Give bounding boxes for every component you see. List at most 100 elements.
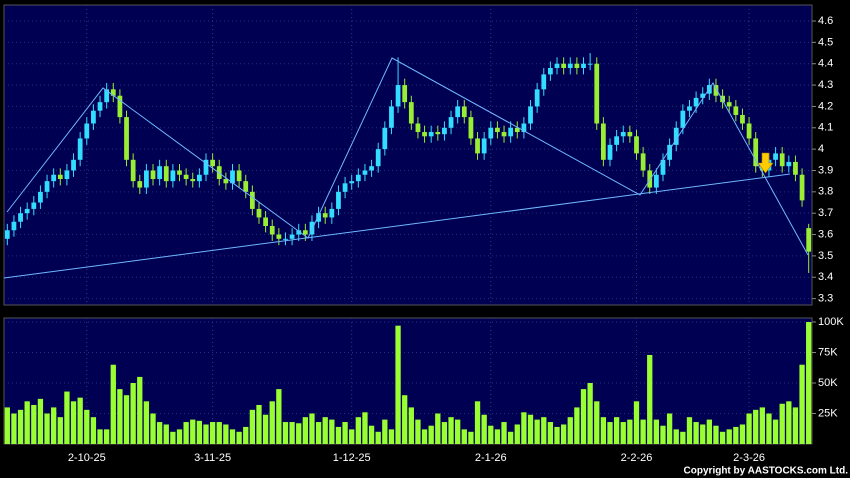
candle-body xyxy=(157,166,163,180)
candle-body xyxy=(541,74,547,90)
volume-bar xyxy=(700,424,706,444)
volume-bar xyxy=(355,417,361,444)
candle-body xyxy=(382,127,388,150)
candle-body xyxy=(740,114,745,124)
candle-body xyxy=(680,110,686,128)
candle-body xyxy=(581,63,586,68)
volume-bar xyxy=(236,431,242,444)
volume-bar xyxy=(296,423,302,444)
candle-body xyxy=(223,179,229,184)
candle-body xyxy=(389,106,394,128)
y-tick-label: 3.5 xyxy=(818,250,833,262)
candle-body xyxy=(567,63,573,68)
marks xyxy=(4,53,812,444)
volume-bar xyxy=(216,422,222,444)
candle-body xyxy=(395,85,401,107)
x-tick-label: 2-3-26 xyxy=(733,452,765,464)
support-line xyxy=(3,173,791,279)
candle-body xyxy=(806,228,812,252)
candle-body xyxy=(84,123,90,139)
candle-body xyxy=(196,174,202,182)
candle-body xyxy=(249,191,255,209)
candle-body xyxy=(57,174,63,180)
volume-bar xyxy=(123,395,130,444)
volume-bar xyxy=(90,417,97,444)
volume-bar xyxy=(435,413,441,444)
copyright: Copyright by AASTOCKS.com Ltd. xyxy=(684,466,849,477)
candle-body xyxy=(528,106,533,124)
candle-body xyxy=(24,208,30,214)
volume-bar xyxy=(170,431,176,444)
candle-body xyxy=(302,230,308,235)
candle-body xyxy=(422,132,427,137)
volume-bar xyxy=(541,417,547,444)
candle-body xyxy=(77,138,83,160)
candle-body xyxy=(667,144,672,160)
candle-body xyxy=(461,106,467,118)
volume-bar xyxy=(461,429,467,444)
volume-bar xyxy=(494,429,501,444)
volume-bar xyxy=(772,419,779,444)
x-tick-label: 1-12-25 xyxy=(333,452,371,464)
candle-body xyxy=(51,174,57,182)
candle-body xyxy=(435,132,441,135)
candle-body xyxy=(488,127,494,139)
volume-bar xyxy=(51,407,57,444)
candle-body xyxy=(428,132,434,137)
candle-body xyxy=(534,89,540,107)
candle-body xyxy=(349,181,355,184)
candle-body xyxy=(607,144,613,160)
candle-body xyxy=(64,170,70,180)
candle-body xyxy=(91,110,96,124)
volume-bar xyxy=(243,426,249,444)
volume-bar xyxy=(4,407,10,444)
candle-body xyxy=(640,153,646,171)
volume-bar xyxy=(104,429,110,444)
volume-tick-label: 50K xyxy=(818,377,838,389)
candle-body xyxy=(38,191,43,203)
candle-body xyxy=(448,117,454,128)
candle-body xyxy=(296,230,302,235)
volume-bar xyxy=(421,429,428,444)
volume-bar xyxy=(183,422,189,444)
candle-body xyxy=(329,208,335,218)
volume-bar xyxy=(527,414,534,444)
y-tick-label: 3.6 xyxy=(818,228,833,240)
candle-body xyxy=(375,149,381,167)
volume-bar xyxy=(388,429,395,444)
volume-bar xyxy=(441,422,448,444)
candle-body xyxy=(97,102,103,111)
candle-body xyxy=(137,181,143,188)
candle-body xyxy=(342,183,348,192)
candle-body xyxy=(362,170,368,175)
y-tick-label: 4.6 xyxy=(818,15,833,27)
candle-body xyxy=(687,106,692,111)
volume-bar xyxy=(302,417,308,444)
volume-bar xyxy=(726,429,732,444)
x-tick-label: 3-11-25 xyxy=(194,452,231,464)
candle-body xyxy=(481,138,487,154)
y-tick-label: 4.1 xyxy=(818,122,833,134)
volume-bar xyxy=(594,401,600,444)
volume-bar xyxy=(514,424,520,444)
candle-body xyxy=(594,63,600,124)
sell-arrow xyxy=(757,152,774,174)
volume-bar xyxy=(600,417,607,444)
volume-bar xyxy=(806,322,812,444)
zigzag-line xyxy=(6,57,809,256)
candle-body xyxy=(554,63,560,68)
x-tick-label: 2-2-26 xyxy=(621,452,653,464)
volume-bar xyxy=(547,422,554,444)
volume-bar xyxy=(110,364,116,444)
candle-body xyxy=(130,159,136,182)
volume-bar xyxy=(686,417,693,444)
volume-bar xyxy=(653,419,660,444)
volume-bar xyxy=(455,419,461,444)
volume-bar xyxy=(706,419,712,444)
volume-bar xyxy=(415,419,421,444)
y-tick-label: 4.2 xyxy=(818,100,833,112)
candle-body xyxy=(561,63,567,68)
volume-bar xyxy=(574,407,580,444)
candle-body xyxy=(746,123,752,139)
